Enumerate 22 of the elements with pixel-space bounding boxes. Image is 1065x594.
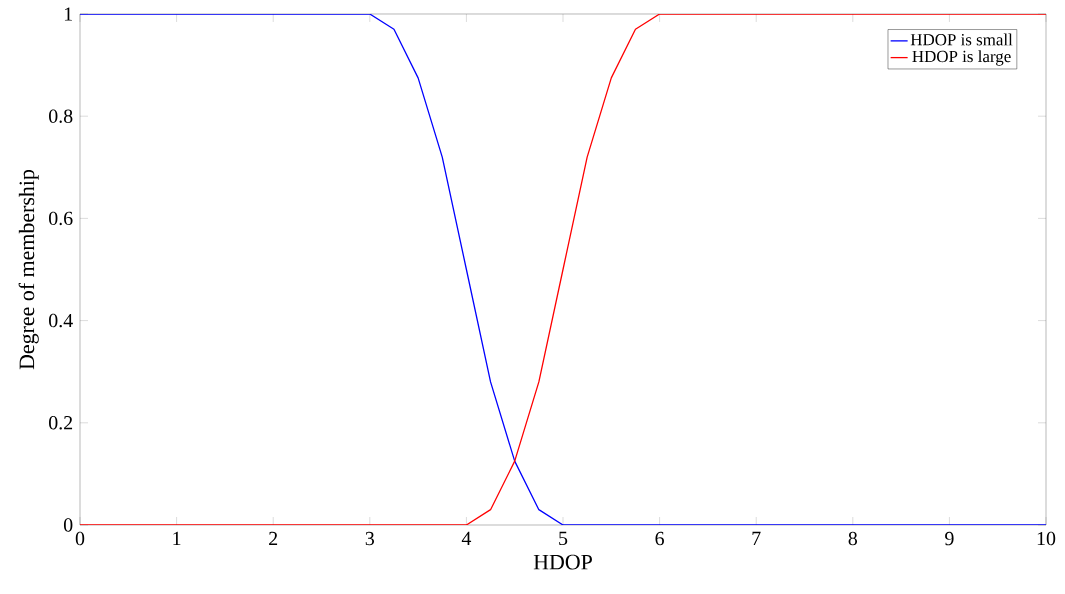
y-axis-title: Degree of membership xyxy=(18,169,39,370)
x-tick-label: 4 xyxy=(461,531,472,545)
y-tick-label: 0.4 xyxy=(49,313,73,328)
legend-label: HDOP is large xyxy=(912,50,1011,66)
x-tick-label: 9 xyxy=(945,531,954,546)
x-tick-label: 10 xyxy=(1037,531,1056,546)
x-tick-label: 7 xyxy=(752,531,761,545)
x-tick-label: 3 xyxy=(365,531,375,546)
legend-label: HDOP is small xyxy=(910,33,1013,46)
x-tick-label: 1 xyxy=(173,531,181,545)
x-tick-label: 0 xyxy=(75,531,85,546)
x-tick-label: 6 xyxy=(655,531,664,546)
y-tick-label: 0 xyxy=(63,518,73,532)
x-tick-label: 8 xyxy=(848,531,858,546)
x-tick-label: 5 xyxy=(559,531,568,546)
x-tick-label: 2 xyxy=(269,531,278,546)
y-tick-label: 1 xyxy=(64,7,72,21)
line-series xyxy=(80,14,1047,525)
x-axis-title: HDOP xyxy=(533,554,592,570)
y-tick-label: 0.2 xyxy=(49,416,73,430)
y-tick-label: 0.8 xyxy=(49,109,73,123)
y-tick-label: 0.6 xyxy=(49,211,73,226)
